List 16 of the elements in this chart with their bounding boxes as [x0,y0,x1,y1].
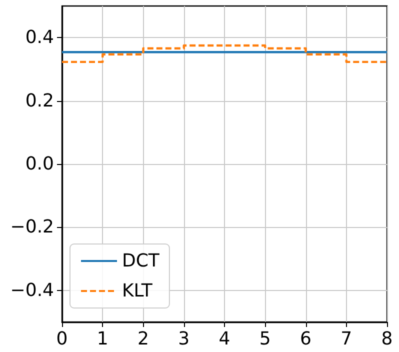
legend-label: KLT [122,280,154,302]
x-tick-label: 2 [138,328,149,350]
x-tick-label: 1 [96,328,108,350]
x-tick-label: 4 [218,328,230,350]
y-tick-label: 0.4 [25,27,54,48]
x-tick-label: 7 [340,328,352,350]
y-tick-label: 0.2 [25,90,54,112]
y-tick-label: −0.2 [10,216,54,238]
x-tick-label: 0 [56,328,68,350]
x-tick-label: 6 [300,328,312,350]
y-tick-label: −0.4 [10,280,54,301]
x-tick-label: 8 [381,328,393,350]
y-tick-label: 0.0 [25,154,54,174]
legend-label: DCT [122,250,160,272]
x-tick-label: 5 [259,328,271,350]
x-tick-label: 3 [178,328,190,350]
